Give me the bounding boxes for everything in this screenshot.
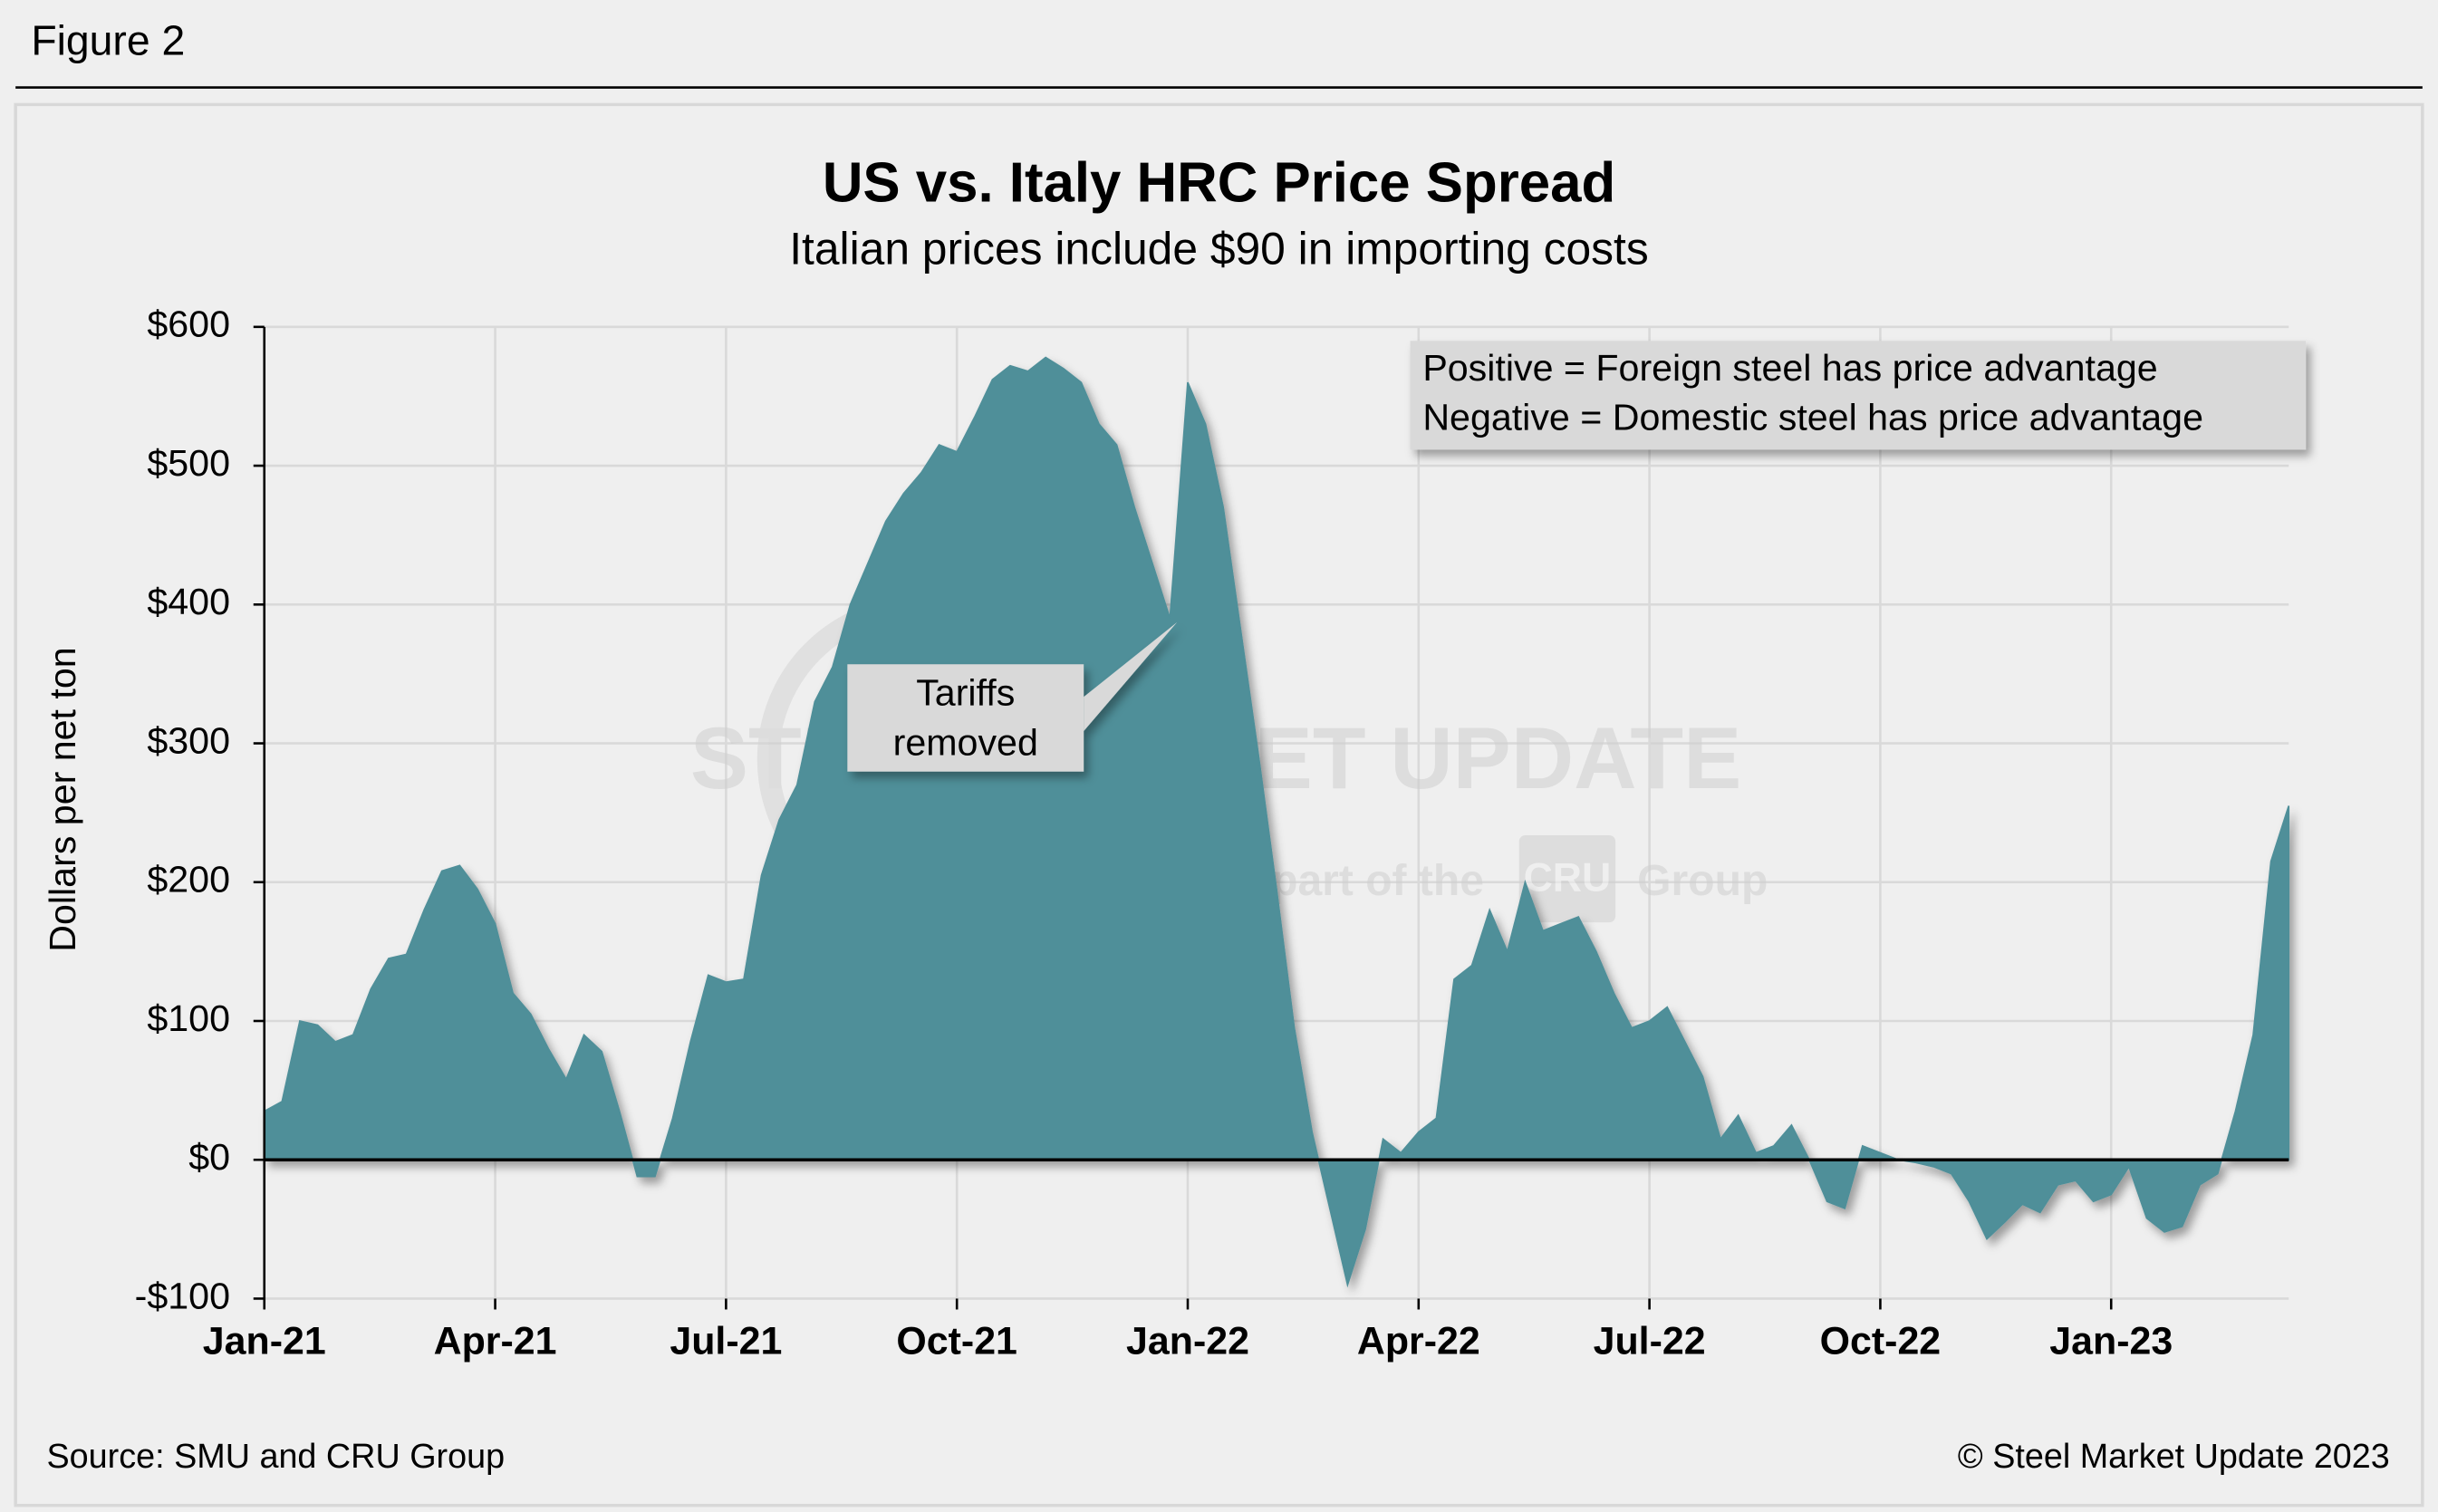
watermark-text: CRU: [1524, 856, 1612, 900]
x-tick-label: Oct-21: [896, 1320, 1017, 1363]
chart-subtitle: Italian prices include $90 in importing …: [789, 224, 1649, 274]
plot: [263, 326, 2290, 1299]
y-tick-label: $300: [147, 719, 230, 761]
legend-note-text: Negative = Domestic steel has price adva…: [1422, 397, 2203, 438]
x-tick-label: Apr-21: [434, 1320, 557, 1363]
x-tick-label: Jul-21: [670, 1320, 782, 1363]
annotation: Tariffs removed: [847, 621, 1178, 772]
watermark-text: Group: [1637, 857, 1768, 905]
x-tick-label: Jan-23: [2049, 1320, 2173, 1363]
y-tick-label: -$100: [135, 1275, 230, 1316]
y-tick-label: $500: [147, 442, 230, 484]
legend-note-text: Positive = Foreign steel has price advan…: [1422, 347, 2157, 389]
x-tick-label: Apr-22: [1357, 1320, 1480, 1363]
x-tick-label: Oct-22: [1820, 1320, 1942, 1363]
watermark-badge: [1518, 835, 1616, 923]
annotation-text: removed: [893, 721, 1038, 763]
figure-label: Figure 2: [31, 17, 185, 64]
callout-box: [847, 664, 1084, 772]
x-tick-label: Jan-22: [1126, 1320, 1249, 1363]
callout-shape: [847, 621, 1178, 772]
copyright-note: © Steel Market Update 2023: [1958, 1437, 2390, 1475]
chart-title: US vs. Italy HRC Price Spread: [823, 152, 1615, 215]
callout-pointer: [1084, 621, 1178, 732]
x-tick-label: Jul-22: [1594, 1320, 1706, 1363]
y-tick-label: $0: [188, 1136, 230, 1178]
x-tick-label: Jan-21: [203, 1320, 326, 1363]
y-tick-label: $100: [147, 997, 230, 1039]
legend-note: Positive = Foreign steel has price advan…: [1410, 341, 2307, 450]
source-note: Source: SMU and CRU Group: [46, 1437, 505, 1475]
y-axis-label: Dollars per net ton: [42, 647, 83, 951]
y-tick-label: $200: [147, 859, 230, 900]
area: [263, 356, 2290, 1288]
annotation-text: Tariffs: [916, 671, 1015, 713]
y-tick-label: $600: [147, 303, 230, 345]
y-tick-label: $400: [147, 581, 230, 622]
watermark-text: part of the: [1271, 857, 1484, 905]
legend-note-box: [1410, 341, 2307, 450]
